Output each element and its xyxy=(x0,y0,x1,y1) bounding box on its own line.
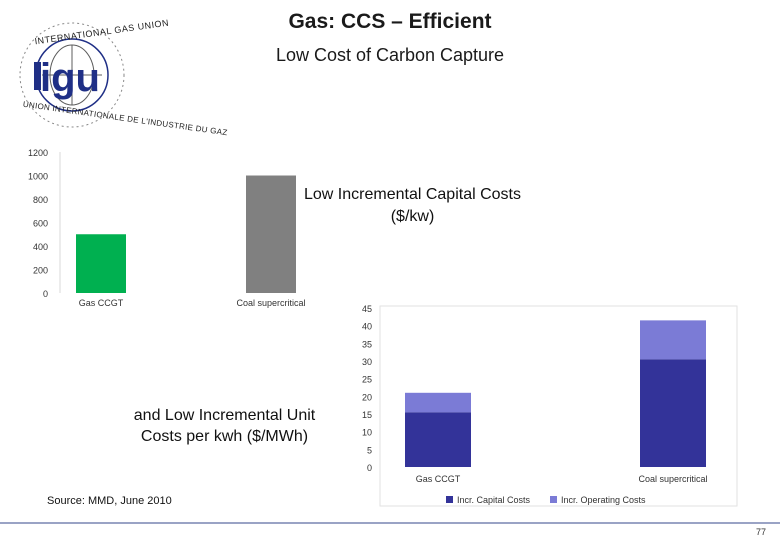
y-tick-label: 600 xyxy=(33,219,48,229)
capital-cost-chart: 0 200 400 600 800 1000 1200 Gas CCGT Coal super… xyxy=(28,148,306,308)
bar-segment-incr-capital-costs-0 xyxy=(405,412,471,467)
y-tick-label: 800 xyxy=(33,195,48,205)
y-tick-label: 15 xyxy=(362,410,372,420)
y-tick-label: 10 xyxy=(362,428,372,438)
capital-cost-caption: Low Incremental Capital Costs ($/kw) xyxy=(304,186,521,225)
y-tick-label: 40 xyxy=(362,322,372,332)
bar-segment-incr-operating-costs-0 xyxy=(405,392,471,413)
page-number: 77 xyxy=(755,527,766,537)
y-tick-label: 200 xyxy=(33,266,48,276)
igu-logo: igu INTERNATIONAL GAS UNION UNION INTERN… xyxy=(8,14,228,137)
source-note: Source: MMD, June 2010 xyxy=(47,495,172,507)
category-label: Gas CCGT xyxy=(79,298,124,308)
unit-cost-caption: and Low Incremental Unit Costs per kwh (… xyxy=(133,407,316,445)
bar-segment-incr-operating-costs-1 xyxy=(640,320,706,360)
y-tick-label: 45 xyxy=(362,304,372,314)
category-label: Coal supercritical xyxy=(236,298,305,308)
y-tick-label: 25 xyxy=(362,375,372,385)
y-tick-label: 0 xyxy=(43,289,48,299)
bar-segment-incr-capital-costs-1 xyxy=(640,359,706,467)
y-tick-label: 5 xyxy=(367,445,372,455)
bar-coal-supercritical xyxy=(246,175,296,293)
logo-mark: igu xyxy=(40,56,100,100)
igu-seal-icon: igu xyxy=(19,22,125,128)
slide-subtitle: Low Cost of Carbon Capture xyxy=(275,45,505,65)
legend-swatch xyxy=(550,496,557,503)
y-tick-label: 1200 xyxy=(28,148,48,158)
y-tick-label: 400 xyxy=(33,242,48,252)
y-tick-label: 30 xyxy=(362,357,372,367)
category-label: Coal supercritical xyxy=(638,474,707,484)
y-tick-label: 20 xyxy=(362,392,372,402)
legend-label: Incr. Operating Costs xyxy=(561,495,646,505)
footer-divider xyxy=(0,522,780,524)
unit-cost-chart: 0 5 10 15 20 25 30 35 40 45 Gas CCGT Coal supercri… xyxy=(362,304,738,507)
bar-gas-ccgt xyxy=(76,234,126,293)
y-tick-label: 1000 xyxy=(28,172,48,182)
legend-swatch xyxy=(446,496,453,503)
y-tick-label: 0 xyxy=(367,463,372,473)
category-label: Gas CCGT xyxy=(416,474,461,484)
legend-label: Incr. Capital Costs xyxy=(457,495,531,505)
slide-title: Gas: CCS – Efficient xyxy=(288,10,492,33)
y-tick-label: 35 xyxy=(362,339,372,349)
